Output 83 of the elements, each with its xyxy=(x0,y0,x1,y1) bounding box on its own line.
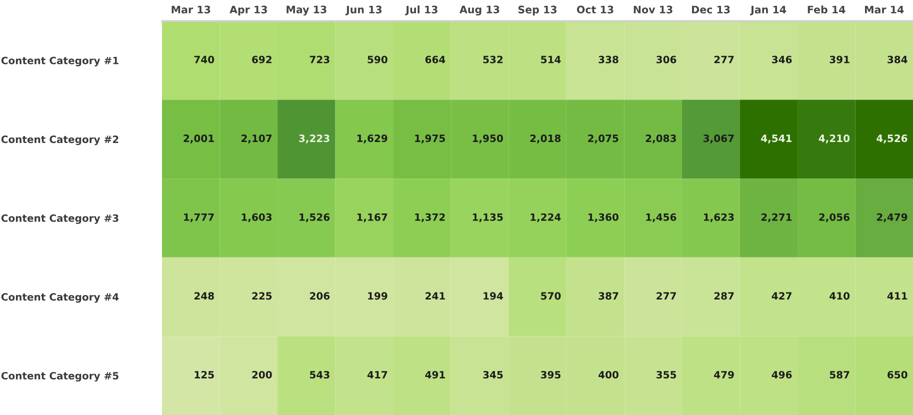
data-label: 1,950 xyxy=(472,134,503,144)
data-label: 1,135 xyxy=(472,213,503,222)
data-label: 4,210 xyxy=(818,134,850,144)
x-tick-label: Mar 14 xyxy=(865,6,904,14)
x-tick-label: Oct 13 xyxy=(576,6,614,14)
data-label: 3,223 xyxy=(299,134,330,144)
data-label: 723 xyxy=(310,56,330,64)
data-label: 199 xyxy=(368,292,388,300)
y-tick-label: Content Category #2 xyxy=(1,136,118,146)
data-label: 338 xyxy=(598,56,618,64)
data-label: 387 xyxy=(598,292,618,300)
x-tick-label: Jul 13 xyxy=(405,5,438,16)
x-tick-label: Nov 13 xyxy=(634,6,672,14)
x-tick-label: Aug 13 xyxy=(460,6,500,16)
y-tick-label: Content Category #4 xyxy=(1,293,119,303)
x-tick-label: May 13 xyxy=(286,6,326,16)
data-label: 395 xyxy=(540,370,560,378)
data-label: 3,067 xyxy=(704,134,734,144)
data-label: 194 xyxy=(484,292,503,300)
data-label: 2,001 xyxy=(184,134,214,144)
data-label: 4,526 xyxy=(876,134,908,144)
data-label: 4,541 xyxy=(761,134,792,144)
data-label: 543 xyxy=(310,370,330,378)
data-label: 277 xyxy=(656,292,676,300)
data-label: 241 xyxy=(426,292,445,300)
data-label: 1,603 xyxy=(242,213,272,222)
x-tick-label: Apr 13 xyxy=(230,6,267,16)
data-label: 400 xyxy=(598,370,618,378)
data-label: 277 xyxy=(714,56,734,64)
data-label: 1,167 xyxy=(357,213,388,222)
data-label: 1,975 xyxy=(415,134,445,144)
data-label: 1,360 xyxy=(588,213,618,222)
data-label: 2,479 xyxy=(876,213,908,222)
x-tick-label: Jan 14 xyxy=(750,6,786,16)
data-label: 411 xyxy=(887,292,908,300)
data-label: 391 xyxy=(830,56,850,64)
data-label: 1,224 xyxy=(530,213,561,222)
data-label: 2,271 xyxy=(761,213,792,222)
data-label: 587 xyxy=(830,370,850,378)
data-label: 2,083 xyxy=(646,134,676,144)
data-label: 355 xyxy=(656,370,676,378)
x-tick-label: Jun 13 xyxy=(345,6,382,16)
data-label: 345 xyxy=(483,370,503,378)
data-label: 514 xyxy=(541,56,561,64)
data-label: 491 xyxy=(425,370,445,378)
data-label: 2,075 xyxy=(588,134,618,144)
y-tick-label: Content Category #1 xyxy=(1,56,118,66)
x-tick-label: Sep 13 xyxy=(518,6,556,16)
data-label: 2,018 xyxy=(530,134,561,144)
data-label: 417 xyxy=(367,371,388,378)
data-label: 410 xyxy=(830,292,850,300)
data-label: 650 xyxy=(888,370,908,378)
data-label: 1,629 xyxy=(357,134,388,144)
data-label: 384 xyxy=(888,56,908,64)
data-label: 206 xyxy=(310,292,330,300)
data-label: 225 xyxy=(252,292,272,300)
data-label: 1,372 xyxy=(415,213,445,222)
data-label: 125 xyxy=(194,370,214,378)
x-tick-label: Feb 14 xyxy=(808,5,846,14)
data-label: 248 xyxy=(194,292,214,300)
x-tick-label: Dec 13 xyxy=(692,6,730,14)
data-label: 496 xyxy=(772,370,792,378)
y-tick-label: Content Category #3 xyxy=(1,214,118,224)
data-label: 532 xyxy=(483,56,503,64)
data-label: 570 xyxy=(541,292,561,300)
data-label: 427 xyxy=(772,292,792,300)
data-label: 740 xyxy=(194,56,214,64)
data-label: 664 xyxy=(425,56,446,64)
x-tick-label: Mar 13 xyxy=(172,6,210,14)
y-tick-label: Content Category #5 xyxy=(1,372,118,382)
data-label: 2,107 xyxy=(242,134,272,144)
data-label: 1,623 xyxy=(704,213,734,222)
data-label: 200 xyxy=(252,370,272,378)
data-label: 2,056 xyxy=(819,213,850,222)
data-label: 346 xyxy=(772,56,792,64)
data-label: 1,777 xyxy=(184,213,214,222)
data-label: 590 xyxy=(368,56,388,64)
data-label: 306 xyxy=(656,56,676,64)
data-label: 692 xyxy=(252,56,272,64)
data-label: 1,526 xyxy=(300,213,330,222)
data-label: 1,456 xyxy=(646,213,676,222)
data-label: 479 xyxy=(714,370,734,378)
data-label: 287 xyxy=(714,292,734,300)
